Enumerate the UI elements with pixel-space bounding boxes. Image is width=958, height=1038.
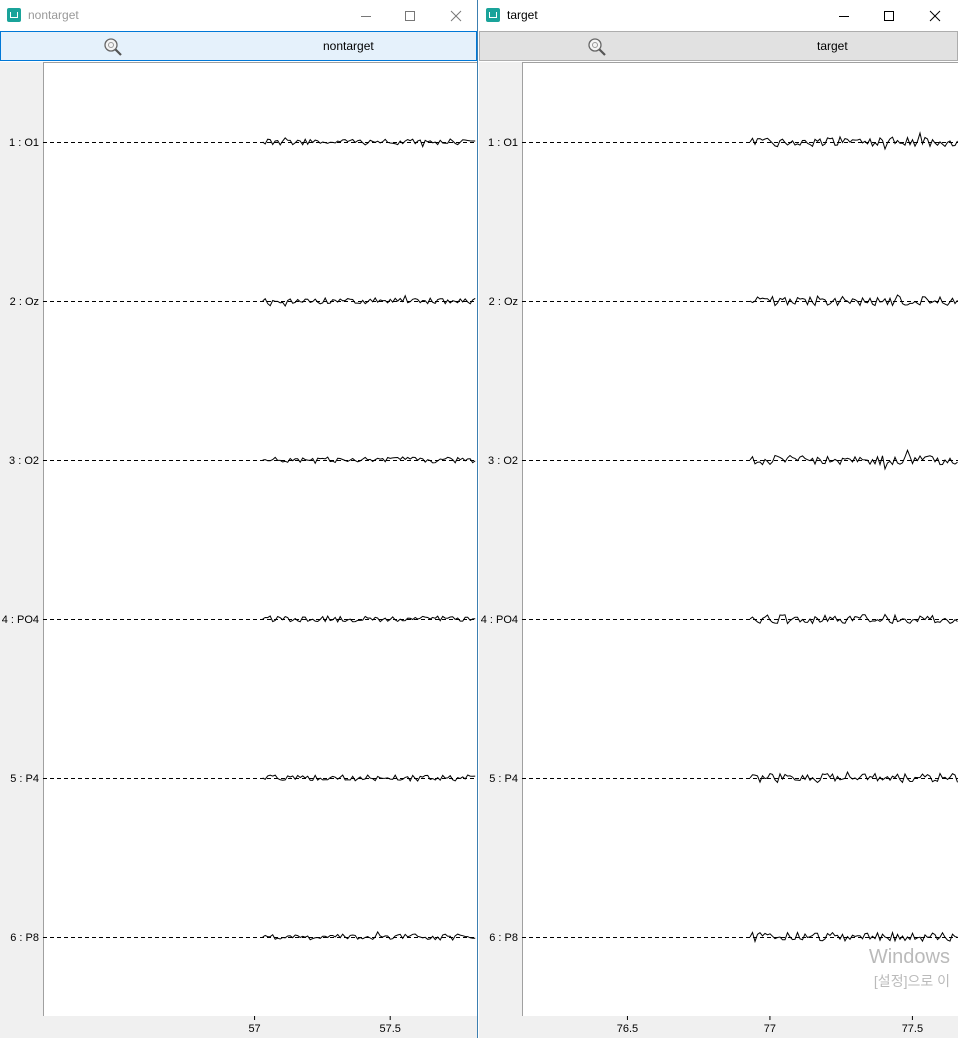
toolbar-label: nontarget — [323, 39, 374, 53]
channel-label: 4 : PO4 — [2, 614, 39, 626]
channel-label: 1 : O1 — [488, 137, 518, 149]
x-axis-area — [0, 1016, 477, 1038]
x-tick-label: 77.5 — [902, 1023, 923, 1035]
x-tick-label: 57 — [248, 1023, 260, 1035]
close-button[interactable] — [912, 0, 958, 31]
channel-trace — [262, 930, 476, 941]
channel-trace — [749, 613, 958, 625]
toolbar-label: target — [817, 39, 848, 53]
minimize-button[interactable] — [821, 0, 867, 31]
channel-label: 5 : P4 — [10, 773, 39, 785]
window-nontarget[interactable]: nontarget nontarget 1 : O1 2 : Oz 3 : O2 4 … — [0, 0, 478, 1038]
window-title: nontarget — [28, 8, 79, 22]
channel-trace — [749, 930, 958, 944]
channel-label-gutter — [0, 62, 43, 1016]
eeg-plot[interactable]: 1 : O1 2 : Oz 3 : O2 4 : PO4 5 : P4 6 : P8 76.… — [479, 62, 958, 1038]
channel-trace — [749, 294, 958, 307]
channel-trace — [262, 294, 476, 308]
x-tick-label: 76.5 — [617, 1023, 638, 1035]
title-bar[interactable]: target — [479, 0, 958, 31]
channel-label: 6 : P8 — [10, 932, 39, 944]
channel-trace — [262, 774, 476, 782]
maximize-button[interactable] — [866, 0, 912, 31]
channel-trace — [749, 131, 958, 151]
channel-trace — [262, 615, 476, 623]
zoom-icon[interactable] — [587, 37, 607, 57]
channel-label: 3 : O2 — [9, 455, 39, 467]
channel-trace — [262, 137, 476, 148]
app-icon — [7, 8, 21, 22]
toolbar[interactable]: target — [479, 31, 958, 61]
zoom-icon[interactable] — [103, 37, 123, 57]
x-tick-label: 57.5 — [379, 1023, 400, 1035]
activation-watermark-subtitle: [설정]으로 이 — [873, 973, 950, 989]
channel-trace — [749, 770, 958, 784]
channel-label: 6 : P8 — [489, 932, 518, 944]
x-tick-label: 77 — [764, 1023, 776, 1035]
channel-trace — [749, 448, 958, 471]
channel-label: 4 : PO4 — [481, 614, 518, 626]
toolbar[interactable]: nontarget — [0, 31, 477, 61]
minimize-button[interactable] — [343, 0, 389, 31]
x-axis-area — [479, 1016, 958, 1038]
eeg-plot[interactable]: 1 : O1 2 : Oz 3 : O2 4 : PO4 5 : P4 6 : P8 57 5… — [0, 62, 477, 1038]
close-button[interactable] — [433, 0, 477, 31]
maximize-button[interactable] — [387, 0, 433, 31]
channel-label-gutter — [479, 62, 522, 1016]
channel-label: 2 : Oz — [10, 296, 39, 308]
channel-trace — [262, 456, 476, 465]
window-title: target — [507, 8, 538, 22]
channel-label: 5 : P4 — [489, 773, 518, 785]
channel-label: 2 : Oz — [489, 296, 518, 308]
channel-label: 3 : O2 — [488, 455, 518, 467]
channel-label: 1 : O1 — [9, 137, 39, 149]
activation-watermark-title: Windows — [868, 946, 950, 968]
title-bar[interactable]: nontarget — [0, 0, 477, 31]
app-icon — [486, 8, 500, 22]
window-target[interactable]: target target 1 : O1 2 : Oz 3 : O2 4 : PO4 5… — [479, 0, 958, 1038]
